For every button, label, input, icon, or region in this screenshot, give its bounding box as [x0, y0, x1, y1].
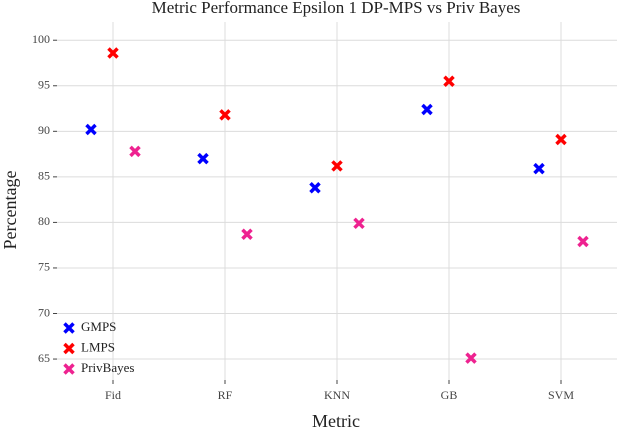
x-tick-label: KNN	[324, 388, 350, 402]
point	[129, 145, 141, 158]
point	[555, 133, 567, 146]
point	[241, 228, 253, 240]
y-axis-label: Percentage	[0, 171, 20, 250]
legend-marker	[63, 322, 75, 334]
x-tick-label: GB	[441, 388, 458, 402]
point	[309, 182, 321, 194]
point	[577, 235, 589, 248]
x-tick-label: RF	[218, 388, 233, 402]
legend-marker	[63, 363, 75, 375]
legend-marker	[63, 342, 75, 355]
y-tick-label: 70	[38, 305, 50, 319]
point	[107, 47, 119, 59]
point	[219, 109, 231, 121]
legend-label: LMPS	[81, 339, 115, 354]
point	[465, 352, 477, 364]
x-tick-label: SVM	[548, 388, 574, 402]
legend-label: GMPS	[81, 319, 116, 334]
point	[85, 123, 97, 136]
legend: GMPS LMPS PrivBayes	[63, 319, 134, 375]
y-tick-label: 80	[38, 214, 50, 228]
y-tick-label: 85	[38, 169, 50, 183]
y-tick-label: 65	[38, 351, 50, 365]
point	[443, 75, 455, 87]
y-tick-label: 100	[32, 32, 50, 46]
point	[353, 217, 365, 230]
point	[533, 162, 545, 175]
point	[331, 160, 343, 172]
x-axis-label: Metric	[312, 411, 360, 431]
chart-title: Metric Performance Epsilon 1 DP-MPS vs P…	[152, 0, 521, 17]
x-tick-label: Fid	[105, 388, 121, 402]
point	[197, 152, 209, 165]
point	[421, 103, 433, 116]
legend-label: PrivBayes	[81, 360, 134, 375]
y-tick-label: 95	[38, 78, 50, 92]
y-tick-label: 90	[38, 123, 50, 137]
y-tick-label: 75	[38, 260, 50, 274]
